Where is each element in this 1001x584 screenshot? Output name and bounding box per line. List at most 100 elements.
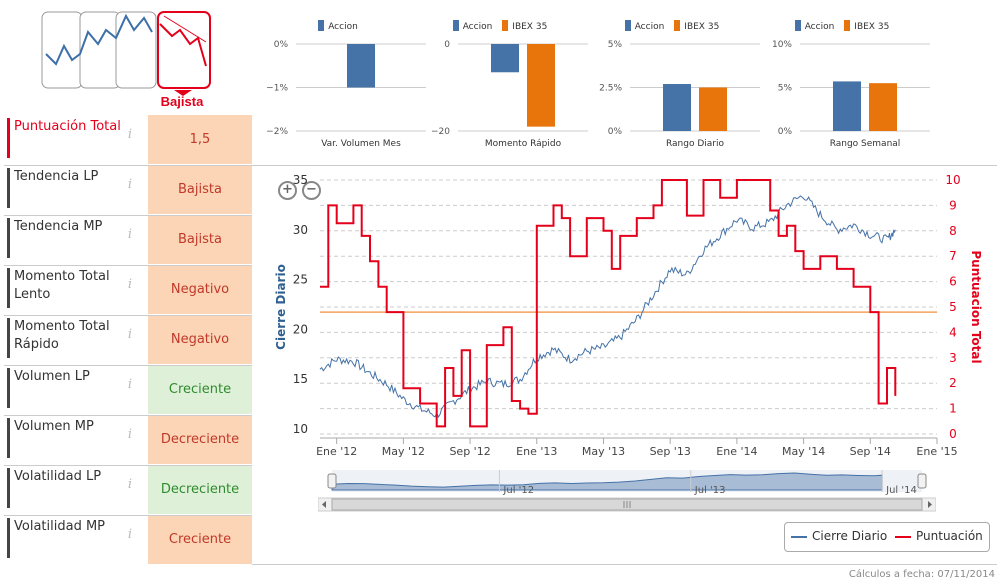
scrollbar-grip-icon (623, 501, 631, 508)
info-icon[interactable]: i (127, 277, 133, 292)
y-tick-label: 30 (293, 223, 308, 237)
indicator-value: Decreciente (148, 465, 252, 514)
mini-legend-item[interactable]: Accion (452, 20, 493, 32)
x-tick-label: May '12 (382, 445, 425, 458)
legend-swatch (318, 20, 325, 31)
y2-tick-label: 10 (945, 173, 960, 187)
indicator-label: Volumen LP (7, 368, 126, 408)
trend-icon-alcista-2[interactable] (115, 11, 157, 89)
y-axis-title: Cierre Diario (274, 264, 288, 350)
navigator-label: Jul '13 (694, 485, 726, 496)
indicator-value: Creciente (148, 365, 252, 414)
y-tick-label: 5% (778, 84, 793, 94)
mini-chart: Accion 0% −1% −2% Var. Volumen Mes (258, 14, 428, 164)
mini-legend-label: IBEX 35 (512, 22, 548, 32)
y2-tick-label: 4 (949, 325, 957, 339)
zoom-in-icon[interactable]: + (278, 181, 297, 200)
info-icon[interactable]: i (127, 427, 133, 442)
footer-divider (252, 564, 997, 565)
indicator-row: Tendencia LP i Bajista (4, 165, 252, 214)
bar-accion[interactable] (833, 81, 861, 131)
row-divider (4, 165, 252, 166)
x-tick-label: May '13 (582, 445, 625, 458)
trend-icon-bajista[interactable] (157, 11, 211, 96)
row-divider (4, 415, 252, 416)
trend-icon-lateral[interactable] (79, 11, 121, 89)
legend-line-cierre (791, 536, 807, 538)
chart-legend: Cierre Diario Puntuación (784, 522, 990, 552)
mini-chart-plot: 0% −1% −2% Var. Volumen Mes (266, 40, 426, 149)
navigator-label: Jul '12 (502, 485, 534, 496)
zoom-out-icon[interactable]: − (302, 181, 321, 200)
legend-swatch (452, 20, 459, 31)
legend-swatch (794, 20, 801, 31)
bar-accion[interactable] (663, 84, 691, 131)
info-icon[interactable]: i (127, 177, 133, 192)
y-tick-label: 10% (772, 40, 792, 50)
calc-date: Cálculos a fecha: 07/11/2014 (848, 569, 995, 580)
indicator-row: Volumen LP i Creciente (4, 365, 252, 414)
mini-legend-item[interactable]: Accion (318, 20, 358, 32)
scroll-left-icon[interactable] (322, 501, 326, 508)
bar-ibex[interactable] (869, 83, 897, 131)
indicator-value: Creciente (148, 515, 252, 564)
mini-chart: Accion IBEX 35 0 −20 Momento Rápido (420, 14, 590, 164)
indicator-row: Tendencia MP i Bajista (4, 215, 252, 264)
selected-trend-label: Bajista (160, 94, 204, 109)
range-navigator[interactable]: Jul '12 Jul '13 Jul '14 (318, 468, 936, 512)
y2-tick-label: 0 (949, 427, 957, 441)
mini-legend-item[interactable]: IBEX 35 (502, 20, 548, 32)
y2-tick-label: 7 (949, 249, 957, 263)
legend-swatch (502, 20, 509, 31)
y-tick-label: 10 (293, 422, 308, 436)
y2-tick-label: 8 (949, 224, 957, 238)
x-tick-label: Ene '13 (516, 445, 557, 458)
legend-item-cierre[interactable]: Cierre Diario (812, 529, 888, 543)
series-puntuacion[interactable] (320, 179, 897, 428)
mini-chart-plot: 5% 2.5% 0% Rango Diario (599, 40, 760, 149)
bar-accion[interactable] (347, 44, 375, 88)
info-icon[interactable]: i (127, 127, 133, 142)
y-tick-label: 2.5% (599, 84, 622, 94)
indicator-value: Bajista (148, 215, 252, 264)
trend-icon-line (45, 13, 153, 66)
y-tick-label: 0 (444, 40, 450, 50)
mini-legend: Accion IBEX 35 (592, 20, 762, 32)
mini-legend: Accion (258, 20, 428, 32)
mini-legend: Accion IBEX 35 (420, 20, 590, 32)
info-icon[interactable]: i (127, 477, 133, 492)
indicator-label: Momento Total Rápido (7, 318, 126, 358)
indicator-value: 1,5 (148, 115, 252, 164)
bar-accion[interactable] (491, 44, 519, 73)
info-icon[interactable]: i (127, 227, 133, 242)
navigator-handle-left[interactable] (327, 473, 337, 489)
mini-legend-item[interactable]: IBEX 35 (844, 20, 889, 32)
series-cierre-diario[interactable] (319, 195, 896, 419)
navigator-handle-right[interactable] (917, 473, 927, 489)
info-icon[interactable]: i (127, 327, 133, 342)
mini-legend-item[interactable]: IBEX 35 (674, 20, 720, 32)
legend-item-puntuacion[interactable]: Puntuación (916, 529, 983, 543)
bar-ibex[interactable] (699, 87, 727, 132)
mini-legend-label: Accion (328, 22, 358, 32)
indicator-label: Tendencia MP (7, 218, 126, 258)
y2-tick-label: 2 (949, 376, 957, 390)
mini-legend-label: IBEX 35 (684, 22, 720, 32)
indicator-row: Volatilidad LP i Decreciente (4, 465, 252, 514)
x-tick-label: Sep '13 (650, 445, 691, 458)
info-icon[interactable]: i (127, 527, 133, 542)
y-tick-label: 25 (293, 273, 308, 287)
navigator-label: Jul '14 (885, 485, 917, 496)
bar-ibex[interactable] (527, 44, 555, 127)
legend-line-puntuacion (895, 536, 911, 538)
y2-tick-label: 6 (949, 275, 957, 289)
indicator-value: Negativo (148, 315, 252, 364)
info-icon[interactable]: i (127, 377, 133, 392)
indicator-row: Volatilidad MP i Creciente (4, 515, 252, 564)
mini-legend-item[interactable]: Accion (794, 20, 834, 32)
y-tick-label: 15 (293, 372, 308, 386)
scroll-right-icon[interactable] (928, 501, 932, 508)
mini-legend-label: Accion (462, 22, 493, 32)
mini-legend-item[interactable]: Accion (624, 20, 664, 32)
x-tick-label: May '14 (782, 445, 825, 458)
